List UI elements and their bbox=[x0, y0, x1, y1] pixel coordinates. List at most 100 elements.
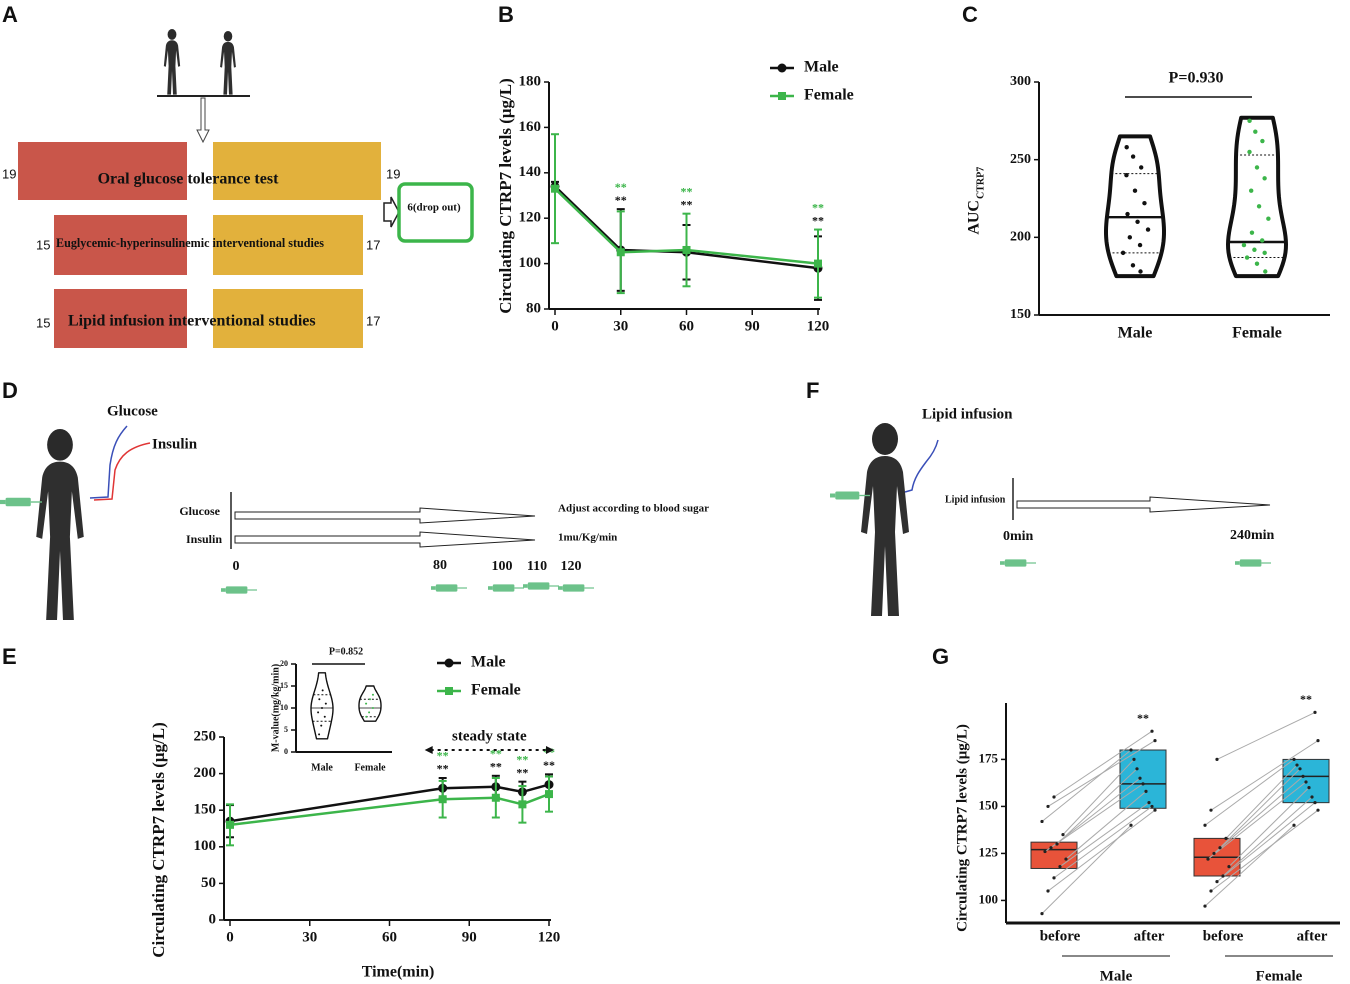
y-axis-title: Circulating CTRP7 levels (μg/L) bbox=[954, 724, 970, 932]
pair-line bbox=[1219, 768, 1301, 849]
violin bbox=[1104, 134, 1166, 279]
data-point bbox=[1049, 846, 1053, 850]
y-axis-title: M-value(mg/kg/min) bbox=[270, 664, 281, 752]
data-point bbox=[1254, 165, 1260, 170]
legend-marker bbox=[445, 687, 453, 695]
violin bbox=[1226, 115, 1288, 279]
data-point bbox=[318, 698, 321, 701]
y-axis-label: Circulating CTRP7 levels (μg/L) bbox=[954, 724, 970, 932]
syringe bbox=[488, 583, 524, 593]
pair-line bbox=[1225, 764, 1298, 839]
data-point bbox=[1247, 149, 1252, 155]
pair-line bbox=[1207, 781, 1307, 860]
time-label: 110 bbox=[527, 559, 547, 574]
syringe bbox=[0, 496, 42, 508]
y-tick-label: 140 bbox=[519, 164, 542, 180]
data-point bbox=[1298, 767, 1302, 771]
data-point bbox=[1046, 804, 1050, 809]
x-tick-label: before bbox=[1040, 928, 1081, 944]
significance: ** bbox=[615, 180, 627, 194]
data-point bbox=[1218, 846, 1222, 850]
y-tick-label: 250 bbox=[194, 728, 217, 744]
x-tick-label: 0 bbox=[551, 318, 559, 334]
panel-label: B bbox=[498, 2, 514, 27]
data-point bbox=[1124, 145, 1129, 150]
pair-line bbox=[1216, 711, 1316, 760]
pair-line bbox=[1059, 802, 1150, 867]
syringe bbox=[221, 585, 257, 595]
data-point bbox=[1316, 739, 1320, 743]
pair-line bbox=[1062, 759, 1135, 835]
significance: ** bbox=[1300, 692, 1312, 706]
time-label: 0 bbox=[233, 559, 240, 574]
pair-line bbox=[1222, 796, 1313, 877]
panel-label: E bbox=[2, 644, 17, 669]
right-arrow bbox=[383, 196, 400, 228]
y-tick-label: 100 bbox=[979, 891, 999, 906]
data-point bbox=[1130, 154, 1136, 159]
data-point bbox=[1247, 118, 1252, 124]
data-point bbox=[1307, 786, 1311, 790]
pair-line bbox=[1213, 775, 1304, 854]
data-point bbox=[1203, 823, 1207, 827]
data-point bbox=[1260, 138, 1265, 144]
row-label: Euglycemic-hyperinsulinemic intervention… bbox=[56, 235, 324, 250]
y-tick-label: 200 bbox=[1010, 230, 1031, 245]
significance: ** bbox=[516, 765, 528, 779]
panel-label: D bbox=[2, 378, 18, 403]
data-point bbox=[1295, 763, 1299, 767]
study-box bbox=[54, 289, 187, 348]
data-point bbox=[318, 733, 321, 736]
y-axis-label: Circulating CTRP7 levels (μg/L) bbox=[149, 722, 168, 958]
data-point bbox=[1127, 235, 1133, 240]
study-box bbox=[54, 215, 187, 275]
data-point bbox=[1221, 874, 1225, 878]
data-point bbox=[1150, 804, 1154, 809]
legend-label: Male bbox=[804, 59, 839, 76]
data-point bbox=[321, 689, 324, 692]
data-point bbox=[368, 711, 371, 714]
pair-line bbox=[1065, 790, 1147, 860]
y-tick-label: 10 bbox=[280, 703, 288, 712]
data-point bbox=[1061, 833, 1065, 837]
data-point bbox=[365, 702, 368, 705]
marker bbox=[682, 245, 691, 254]
data-point bbox=[1129, 823, 1133, 827]
data-point bbox=[1313, 710, 1317, 715]
y-tick-label: 100 bbox=[519, 255, 542, 271]
y-axis-title: Circulating CTRP7 levels (μg/L) bbox=[496, 78, 515, 314]
series-line bbox=[554, 187, 819, 265]
data-point bbox=[1262, 176, 1267, 181]
y-tick-label: 150 bbox=[194, 802, 217, 818]
x-tick-label: Male bbox=[1118, 325, 1153, 342]
data-point bbox=[371, 707, 374, 709]
data-point bbox=[1252, 247, 1257, 252]
pair-line bbox=[1228, 787, 1310, 867]
pair-line bbox=[1204, 759, 1295, 826]
data-point bbox=[1132, 188, 1138, 193]
y-tick-label: 80 bbox=[526, 300, 541, 316]
significance: ** bbox=[543, 758, 555, 772]
marker bbox=[226, 820, 234, 829]
significance: ** bbox=[681, 184, 693, 198]
row-count: 15 bbox=[36, 237, 50, 252]
pair-line bbox=[1047, 809, 1156, 892]
pair-line bbox=[1204, 824, 1295, 907]
data-point bbox=[1292, 757, 1296, 762]
y-tick-label: 5 bbox=[284, 725, 288, 734]
legend-marker bbox=[778, 92, 786, 100]
insulin-line bbox=[93, 442, 151, 501]
data-point bbox=[1254, 261, 1260, 266]
y-axis-label: AUC bbox=[966, 200, 983, 235]
down-arrow bbox=[196, 97, 210, 144]
series-line bbox=[229, 792, 550, 827]
y-axis-label: Circulating CTRP7 levels (μg/L) bbox=[496, 78, 515, 314]
legend-label: Male bbox=[471, 654, 506, 671]
arrow-label: Lipid infusion bbox=[945, 494, 1006, 505]
significance: ** bbox=[1137, 711, 1149, 725]
significance: ** bbox=[681, 197, 693, 211]
data-point bbox=[1138, 269, 1143, 274]
legend-label: Female bbox=[804, 87, 854, 104]
data-point bbox=[1052, 876, 1056, 880]
